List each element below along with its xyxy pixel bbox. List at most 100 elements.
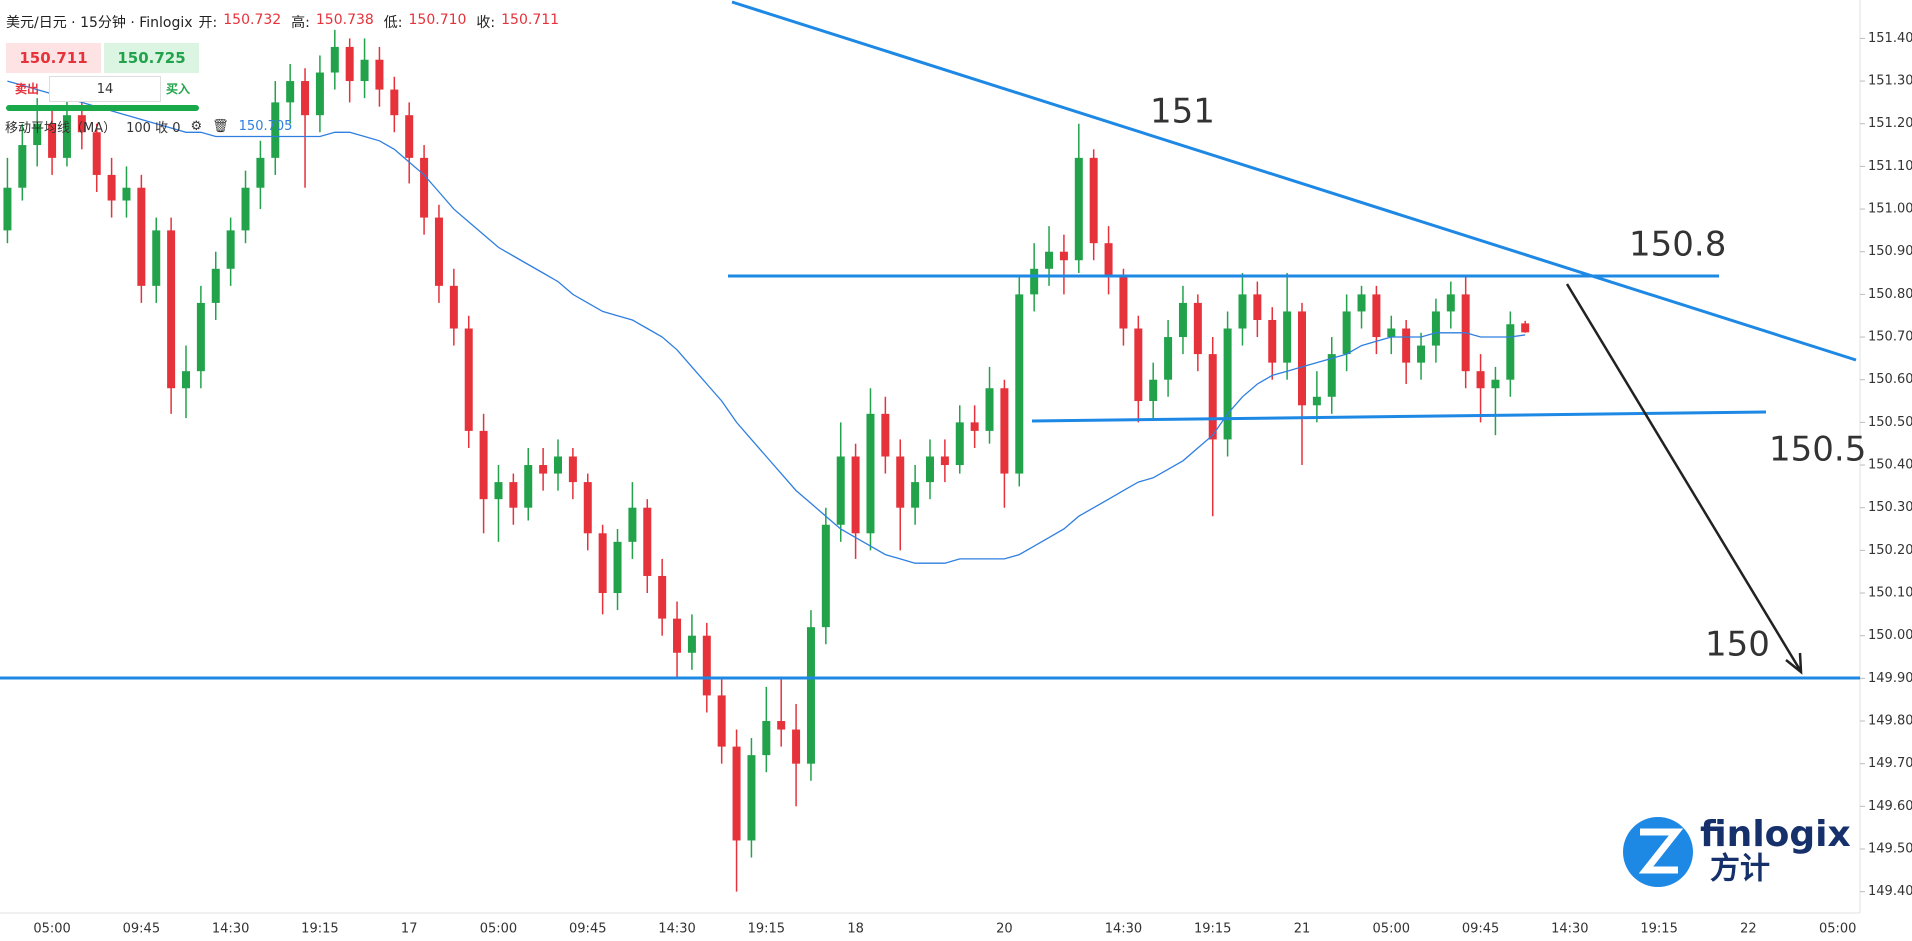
y-tick-label: 149.800 (1868, 714, 1912, 729)
candle-body (926, 456, 934, 483)
buy-price[interactable]: 150.725 (104, 43, 199, 73)
trend-line (731, 0, 1857, 362)
candle-body (747, 755, 756, 841)
candle-body (1342, 311, 1351, 355)
candle-body (1476, 371, 1485, 389)
level-annotation: 150.5 (1769, 430, 1866, 470)
candle-body (539, 465, 548, 474)
candle-body (1164, 337, 1173, 380)
candle-body (717, 695, 726, 747)
x-tick-label: 14:30 (1105, 922, 1142, 937)
candle-body (196, 302, 205, 372)
field-label: 收: (476, 15, 496, 31)
level-annotation: 150.8 (1629, 225, 1726, 265)
candle-body (1327, 354, 1336, 397)
buy-button[interactable]: 买入 (166, 82, 191, 96)
sell-button[interactable]: 卖出 (15, 82, 40, 96)
y-tick-label: 150.800 (1868, 287, 1912, 302)
y-tick-label: 151.000 (1868, 202, 1912, 217)
field-label: 高: (291, 15, 310, 31)
candle-body (1089, 157, 1098, 244)
candle-body (658, 575, 667, 619)
candle-body (137, 187, 146, 286)
candle-body (1312, 396, 1321, 406)
y-tick-label: 150.700 (1868, 330, 1912, 345)
candle-body (643, 507, 652, 576)
candle-body (911, 482, 920, 508)
candle-body (1253, 294, 1262, 320)
candle-body (1015, 294, 1024, 474)
candle-body (1387, 328, 1396, 338)
candle-body (494, 482, 503, 500)
candle-body (1104, 243, 1113, 278)
settings-icon[interactable]: ⚙ (190, 119, 203, 134)
y-tick-label: 149.700 (1868, 756, 1912, 771)
candle-body (122, 187, 131, 201)
candle-body (390, 89, 399, 116)
y-tick-label: 151.400 (1868, 31, 1912, 46)
candle-body (33, 123, 42, 146)
candle-body (18, 145, 27, 188)
candle-body (896, 456, 905, 508)
candle-body (881, 413, 890, 457)
candle-body (1000, 388, 1009, 474)
y-tick-label: 150.200 (1868, 543, 1912, 558)
moving-average (7, 80, 1526, 564)
candle-body (1223, 328, 1232, 440)
candle-body (583, 482, 592, 534)
x-tick-label: 19:15 (1640, 922, 1677, 937)
indicator-params: 100 收 0 (126, 121, 181, 136)
y-tick-label: 150.600 (1868, 372, 1912, 387)
quantity-input[interactable]: 14 (49, 76, 161, 102)
candle-body (1372, 294, 1381, 338)
candle-body (1149, 379, 1158, 402)
candle-body (405, 115, 414, 158)
candle-body (1119, 277, 1128, 329)
indicator-legend: 移动平均线（MA） 100 收 0 ⚙ 🗑 150.705 (5, 117, 292, 136)
candle-body (687, 635, 696, 653)
candle-body (866, 413, 875, 534)
spread-bar (6, 105, 199, 111)
x-tick-label: 21 (1294, 922, 1311, 937)
candle-body (182, 371, 190, 389)
x-tick-label: 17 (401, 922, 418, 937)
candle-body (673, 618, 682, 653)
x-tick-label: 19:15 (1194, 922, 1231, 937)
header: 美元/日元 · 15分钟 · Finlogix 开: 150.732 高: 150.… (6, 12, 563, 32)
candle-body (48, 123, 57, 158)
candle-body (1417, 345, 1426, 363)
candle-body (286, 81, 295, 103)
candle-body (777, 721, 786, 730)
x-tick-label: 14:30 (658, 922, 695, 937)
x-tick-label: 22 (1740, 922, 1757, 937)
candle-body (1298, 311, 1306, 406)
candle-body (836, 456, 845, 525)
candle-body (3, 187, 12, 231)
y-tick-label: 150.300 (1868, 500, 1912, 515)
candle-body (792, 729, 801, 764)
candle-body (1238, 294, 1247, 329)
candle-body (806, 627, 815, 764)
candle-body (1491, 379, 1500, 389)
sell-price[interactable]: 150.711 (6, 43, 101, 73)
candle-body (1431, 311, 1440, 346)
y-tick-label: 151.100 (1868, 159, 1912, 174)
candle-body (330, 46, 339, 73)
field-value: 150.732 (223, 12, 282, 28)
candle-body (360, 59, 369, 82)
y-tick-label: 150.100 (1868, 586, 1912, 601)
candle-body (1357, 294, 1366, 312)
x-tick-label: 14:30 (1551, 922, 1588, 937)
field-value: 150.710 (408, 12, 467, 28)
candle-body (211, 268, 220, 303)
x-tick-label: 19:15 (301, 922, 338, 937)
candle-body (1193, 302, 1202, 355)
plot (3, 29, 1530, 892)
y-tick-label: 151.200 (1868, 116, 1912, 131)
candle-body (568, 456, 577, 483)
candle-body (940, 456, 949, 466)
candle-body (241, 187, 250, 231)
delete-icon[interactable]: 🗑 (212, 119, 229, 134)
candle-body (479, 430, 488, 500)
